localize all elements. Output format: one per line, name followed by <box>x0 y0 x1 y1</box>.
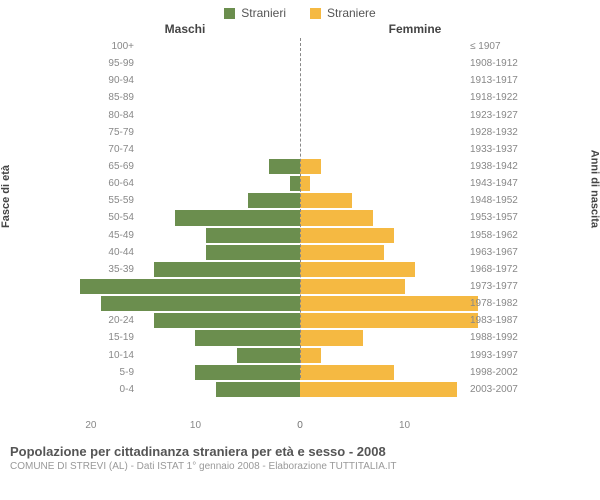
birth-year-label: 1978-1982 <box>466 298 518 309</box>
chart-subtitle: COMUNE DI STREVI (AL) - Dati ISTAT 1° ge… <box>10 461 590 472</box>
bar-rows: 100+≤ 190795-991908-191290-941913-191785… <box>70 38 530 398</box>
birth-year-label: 1973-1977 <box>466 281 518 292</box>
bar-female <box>300 382 457 397</box>
birth-year-label: 1953-1957 <box>466 212 518 223</box>
birth-year-label: 1983-1987 <box>466 315 518 326</box>
legend: Stranieri Straniere <box>0 0 600 22</box>
bar-female <box>300 365 394 380</box>
legend-item-female: Straniere <box>310 6 376 20</box>
bar-male <box>248 193 300 208</box>
chart-area: Fasce di età Anni di nascita 100+≤ 19079… <box>0 38 600 418</box>
bar-female <box>300 210 373 225</box>
birth-year-label: 1943-1947 <box>466 178 518 189</box>
birth-year-label: 1958-1962 <box>466 230 518 241</box>
bar-female <box>300 193 352 208</box>
birth-year-label: 1908-1912 <box>466 58 518 69</box>
bar-female <box>300 348 321 363</box>
birth-year-label: 1933-1937 <box>466 144 518 155</box>
header-male: Maschi <box>70 22 300 36</box>
birth-year-label: 1913-1917 <box>466 75 518 86</box>
chart-title: Popolazione per cittadinanza straniera p… <box>10 444 590 459</box>
birth-year-label: 1928-1932 <box>466 127 518 138</box>
bar-male <box>206 228 300 243</box>
birth-year-label: ≤ 1907 <box>466 41 518 52</box>
birth-year-label: 1993-1997 <box>466 350 518 361</box>
bar-female <box>300 279 405 294</box>
x-axis-left: 20 10 0 <box>70 418 300 438</box>
footer: Popolazione per cittadinanza straniera p… <box>0 438 600 472</box>
x-tick: 20 <box>85 420 96 431</box>
birth-year-label: 1963-1967 <box>466 247 518 258</box>
bar-male <box>290 176 300 191</box>
birth-year-label: 1998-2002 <box>466 367 518 378</box>
bar-female <box>300 176 310 191</box>
birth-year-label: 1968-1972 <box>466 264 518 275</box>
x-axis-right: 0 10 <box>300 418 530 438</box>
bar-female <box>300 245 384 260</box>
bar-male <box>237 348 300 363</box>
bar-male <box>216 382 300 397</box>
birth-year-label: 2003-2007 <box>466 384 518 395</box>
center-axis-line <box>300 38 301 378</box>
x-tick: 0 <box>297 420 303 431</box>
bar-female <box>300 330 363 345</box>
bar-male <box>80 279 300 294</box>
bar-female <box>300 296 478 311</box>
swatch-female <box>310 8 321 19</box>
bar-female <box>300 159 321 174</box>
bar-female <box>300 313 478 328</box>
swatch-male <box>224 8 235 19</box>
bar-male <box>269 159 300 174</box>
y-axis-label-right: Anni di nascita <box>588 150 600 228</box>
legend-label-male: Stranieri <box>241 6 286 20</box>
bar-male <box>101 296 300 311</box>
bar-female <box>300 262 415 277</box>
bar-pair <box>70 381 530 398</box>
pyramid-row: 0-42003-2007 <box>70 381 530 398</box>
y-axis-label-left: Fasce di età <box>0 165 12 228</box>
birth-year-label: 1918-1922 <box>466 92 518 103</box>
bar-male <box>154 313 300 328</box>
legend-item-male: Stranieri <box>224 6 286 20</box>
bar-male <box>154 262 300 277</box>
legend-label-female: Straniere <box>327 6 376 20</box>
header-female: Femmine <box>300 22 530 36</box>
x-tick: 10 <box>190 420 201 431</box>
birth-year-label: 1938-1942 <box>466 161 518 172</box>
x-tick: 10 <box>399 420 410 431</box>
birth-year-label: 1988-1992 <box>466 332 518 343</box>
bar-male <box>206 245 300 260</box>
column-headers: Maschi Femmine <box>0 22 600 38</box>
bar-male <box>175 210 300 225</box>
bar-female <box>300 228 394 243</box>
birth-year-label: 1948-1952 <box>466 195 518 206</box>
x-axis: 20 10 0 0 10 <box>0 418 600 438</box>
birth-year-label: 1923-1927 <box>466 110 518 121</box>
bar-male <box>195 365 300 380</box>
bar-male <box>195 330 300 345</box>
